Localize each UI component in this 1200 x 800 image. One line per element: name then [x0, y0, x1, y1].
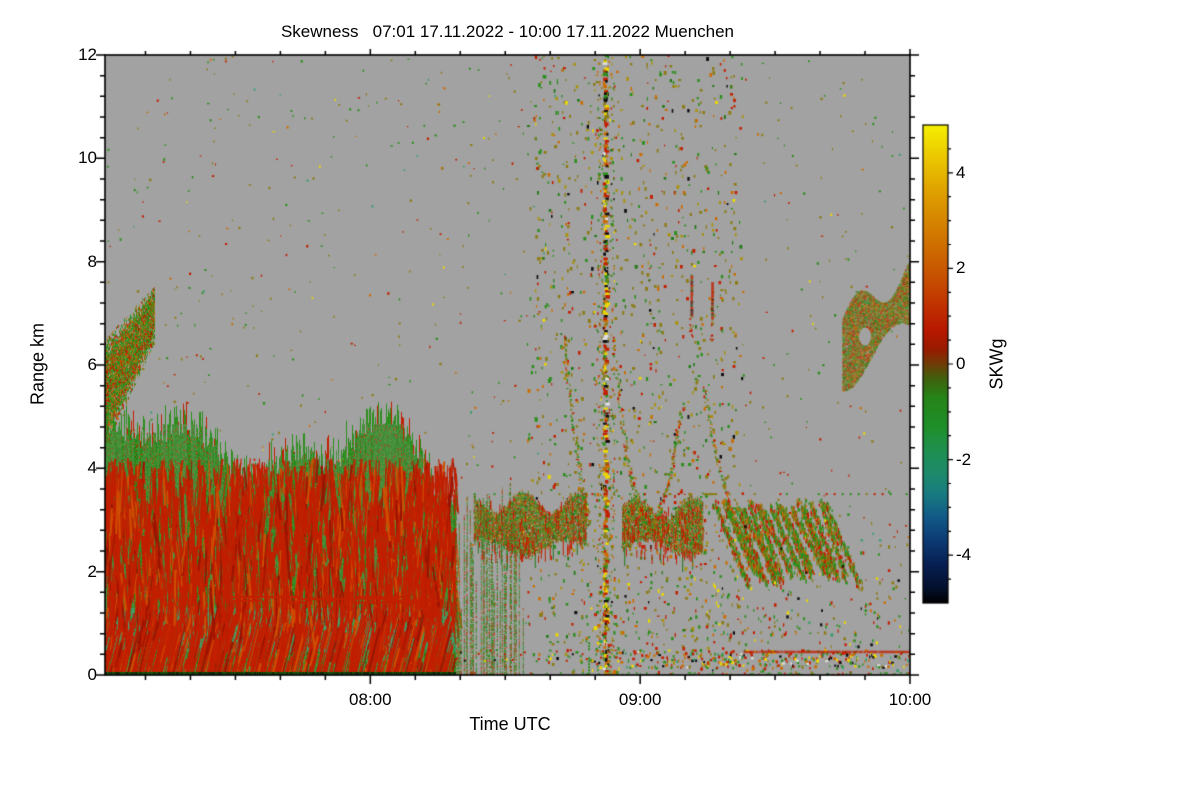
colorbar-label: SKWg: [986, 338, 1007, 390]
colorbar-tick-label: -2: [956, 449, 972, 469]
y-tick-label: 12: [78, 45, 97, 64]
colorbar-tick-label: -4: [956, 545, 972, 565]
y-tick-label: 8: [87, 251, 97, 271]
chart-title: Skewness 07:01 17.11.2022 - 10:00 17.11.…: [280, 22, 735, 41]
colorbar-tick-label: 4: [956, 162, 966, 182]
colorbar-tick-label: 2: [956, 258, 966, 278]
x-tick-label: 10:00: [888, 690, 932, 709]
colorbar-tick-label: 0: [956, 354, 966, 373]
x-tick-label: 08:00: [349, 690, 392, 709]
x-tick-label: 09:00: [618, 690, 662, 709]
x-axis-label: Time UTC: [469, 714, 551, 734]
y-axis-label: Range km: [27, 322, 48, 406]
y-tick-label: 4: [87, 458, 97, 478]
y-tick-label: 0: [87, 665, 97, 684]
y-tick-label: 2: [87, 561, 97, 581]
y-tick-label: 10: [78, 148, 97, 168]
y-tick-label: 6: [87, 355, 97, 374]
